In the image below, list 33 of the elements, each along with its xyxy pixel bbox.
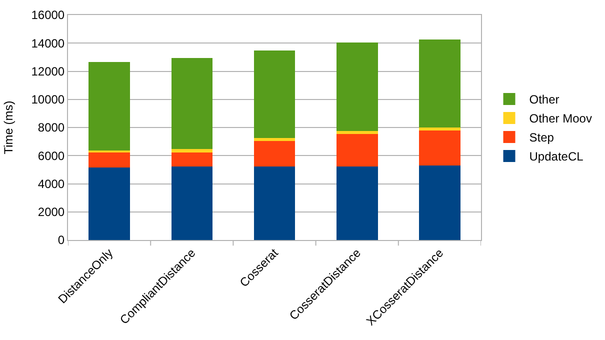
y-tick-label: 8000 bbox=[38, 120, 65, 135]
bar bbox=[171, 58, 213, 150]
y-axis-title: Time (ms) bbox=[2, 100, 16, 154]
bar bbox=[88, 168, 130, 240]
bar bbox=[254, 140, 296, 166]
bar bbox=[336, 42, 378, 132]
legend-label: UpdateCL bbox=[529, 150, 584, 164]
bar bbox=[336, 131, 378, 134]
bar bbox=[419, 39, 460, 128]
bar bbox=[88, 152, 130, 168]
bar bbox=[254, 50, 296, 138]
bar bbox=[336, 134, 378, 166]
bar bbox=[419, 128, 460, 130]
legend-label: Step bbox=[529, 130, 554, 145]
y-tick-label: 12000 bbox=[31, 64, 65, 78]
bar bbox=[171, 149, 213, 153]
bar bbox=[88, 62, 130, 150]
y-tick-label: 16000 bbox=[31, 8, 65, 22]
legend-label: Other bbox=[529, 92, 560, 107]
bar bbox=[254, 138, 296, 141]
y-tick-label: 0 bbox=[58, 233, 65, 248]
bar bbox=[419, 165, 460, 240]
y-tick-label: 4000 bbox=[38, 176, 65, 191]
y-tick-label: 6000 bbox=[38, 148, 65, 163]
legend-label: Other Moov bbox=[529, 112, 592, 126]
bar bbox=[171, 152, 213, 166]
bar bbox=[254, 166, 296, 240]
y-tick-label: 2000 bbox=[38, 205, 65, 220]
bar bbox=[419, 130, 460, 166]
y-tick-label: 14000 bbox=[31, 36, 65, 50]
bar bbox=[171, 166, 213, 240]
bar bbox=[336, 166, 378, 240]
y-tick-label: 10000 bbox=[31, 92, 65, 107]
